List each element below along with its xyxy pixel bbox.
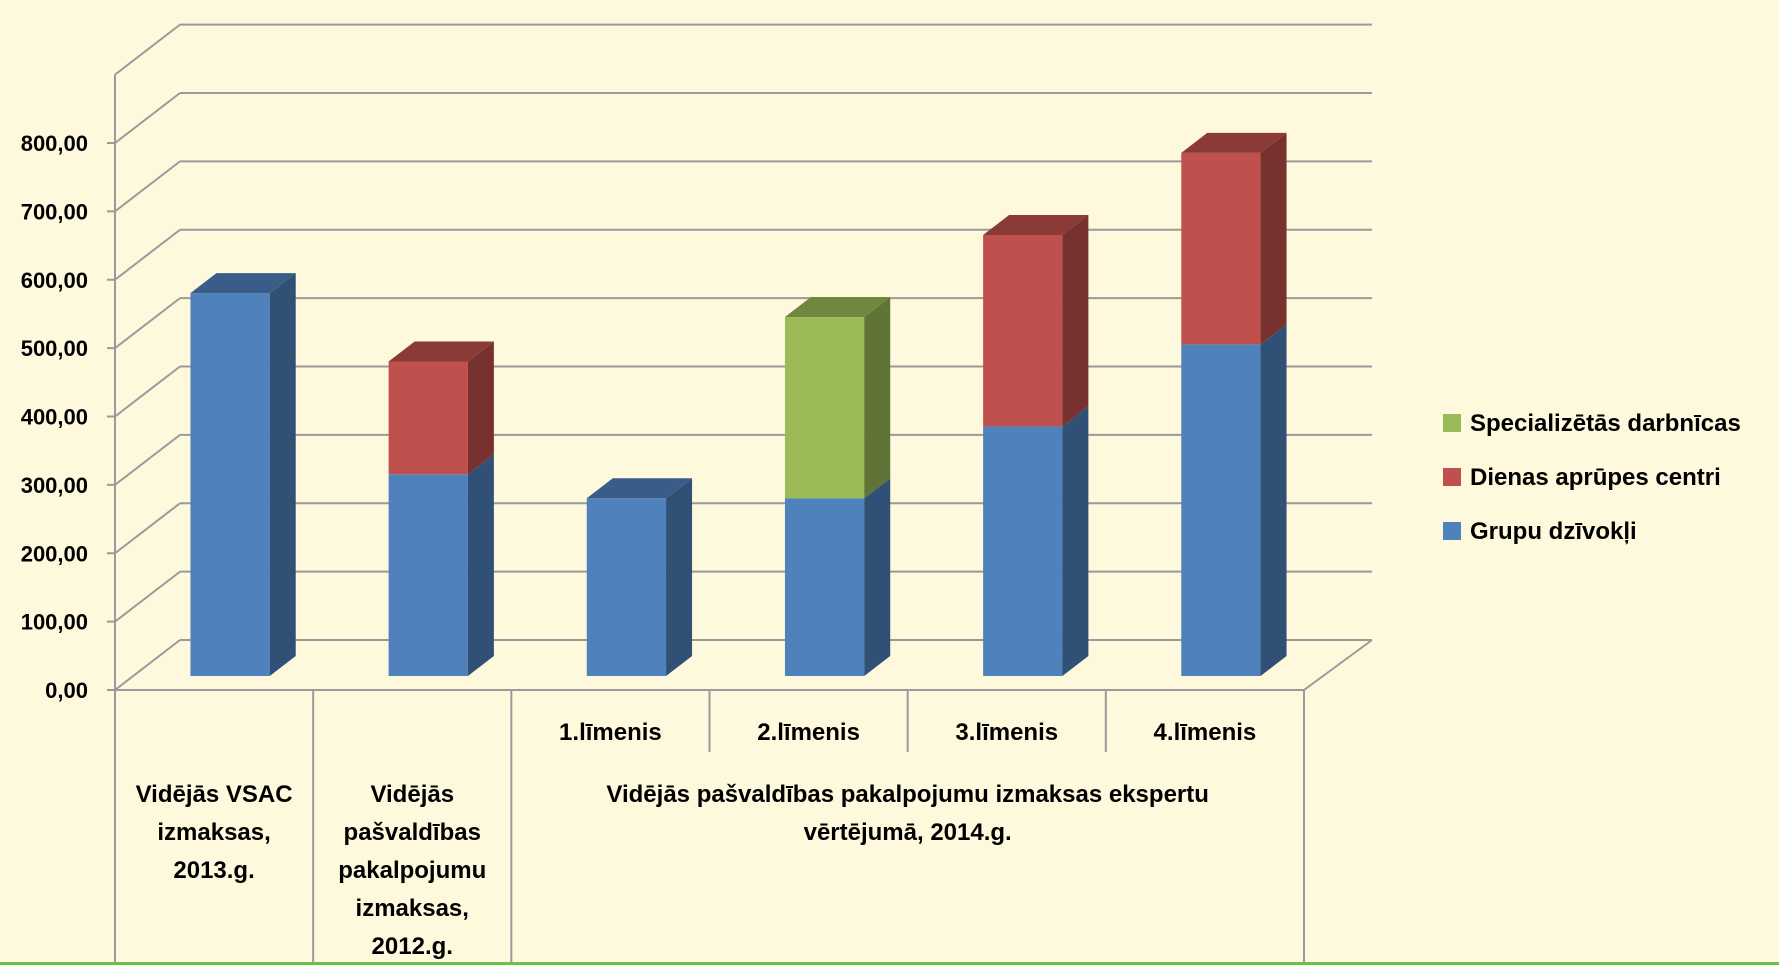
gridline-side — [114, 160, 181, 213]
legend-label: Dienas aprūpes centri — [1470, 464, 1721, 491]
bar-front — [190, 293, 270, 676]
gridline-side — [114, 365, 181, 418]
level-label: 3.līmenis — [955, 719, 1058, 746]
group-label: Vidējās VSAC — [136, 781, 293, 808]
gridline-side — [114, 639, 181, 691]
bar-side — [666, 478, 693, 676]
legend-swatch — [1443, 522, 1461, 540]
bar-front — [983, 426, 1063, 676]
y-tick-label: 300,00 — [21, 473, 88, 498]
bar-side — [1260, 132, 1287, 345]
legend: Specializētās darbnīcas Dienas aprūpes ce… — [1443, 410, 1741, 545]
bar-front — [388, 474, 468, 676]
bar-front — [983, 234, 1063, 427]
group-label: pašvaldības — [344, 819, 481, 846]
bar-segment — [784, 478, 891, 676]
y-axis: 0,00 100,00 200,00 300,00 400,00 500,00 600,00… — [21, 74, 116, 703]
gridline-side — [114, 297, 181, 349]
category-table: 1.līmenis 2.līmenis 3.līmenis 4.līmenis Vidē… — [114, 690, 1305, 965]
y-tick-label: 400,00 — [21, 405, 88, 430]
bottom-rule — [0, 962, 1779, 965]
bar-front — [388, 361, 468, 475]
legend-item: Specializētās darbnīcas — [1443, 410, 1741, 437]
gridline-side — [114, 570, 181, 623]
bar-side — [467, 341, 494, 475]
group-label: Vidējās pašvaldības pakalpojumu izmaksas… — [606, 781, 1209, 808]
legend-item: Dienas aprūpes centri — [1443, 464, 1721, 491]
bar-segment — [388, 454, 494, 676]
level-label: 2.līmenis — [757, 719, 860, 746]
legend-label: Specializētās darbnīcas — [1470, 410, 1741, 437]
y-tick-label: 700,00 — [21, 199, 88, 224]
legend-label: Grupu dzīvokļi — [1470, 518, 1637, 545]
level-label: 4.līmenis — [1154, 719, 1257, 746]
bar-side — [1260, 324, 1287, 676]
gridline-side — [114, 502, 181, 555]
bar-top — [586, 478, 693, 499]
bar-front — [586, 498, 667, 676]
bar-top — [190, 273, 296, 294]
bar-front — [1181, 344, 1261, 676]
bar-segment — [983, 214, 1089, 427]
y-tick-label: 0,00 — [45, 678, 88, 703]
bar-segment — [586, 478, 693, 676]
bar-top — [983, 214, 1089, 235]
group-label: 2013.g. — [173, 857, 254, 884]
y-tick-label: 200,00 — [21, 541, 88, 566]
bar-side — [864, 297, 891, 499]
y-tick-label: 600,00 — [21, 268, 88, 293]
bar-segment — [1181, 324, 1287, 676]
legend-swatch — [1443, 468, 1461, 486]
bar-top — [388, 341, 494, 362]
bar-side — [467, 454, 494, 676]
group-label: Vidējās — [370, 781, 454, 808]
y-tick-label: 800,00 — [21, 131, 88, 156]
legend-swatch — [1443, 414, 1461, 432]
level-label: 1.līmenis — [559, 719, 662, 746]
bar-front — [784, 498, 865, 676]
bar-top — [1181, 132, 1287, 153]
bar-segment — [1181, 132, 1287, 345]
bar-side — [1062, 214, 1089, 427]
bar-segment — [388, 341, 494, 475]
y-tick-label: 100,00 — [21, 610, 88, 635]
bar-front — [1181, 152, 1261, 345]
group-label: pakalpojumu — [338, 857, 486, 884]
bar-side — [1062, 406, 1089, 676]
floor-right-edge — [1303, 639, 1373, 691]
group-label: izmaksas, — [356, 895, 469, 922]
bar-front — [784, 317, 865, 499]
group-label: vērtējumā, 2014.g. — [804, 819, 1012, 846]
legend-item: Grupu dzīvokļi — [1443, 518, 1637, 545]
bar-top — [784, 297, 891, 318]
y-tick-label: 500,00 — [21, 336, 88, 361]
bar-side — [269, 273, 296, 676]
group-label: izmaksas, — [157, 819, 270, 846]
bars — [190, 132, 1287, 676]
bar-side — [864, 478, 891, 676]
gridline-side — [114, 434, 181, 486]
bar-segment — [190, 273, 296, 676]
bar-segment — [983, 406, 1089, 676]
bar-segment — [784, 297, 891, 499]
gridline-side — [114, 23, 181, 76]
gridline-side — [114, 228, 181, 281]
group-label: 2012.g. — [372, 933, 453, 960]
gridline-side — [114, 92, 181, 144]
